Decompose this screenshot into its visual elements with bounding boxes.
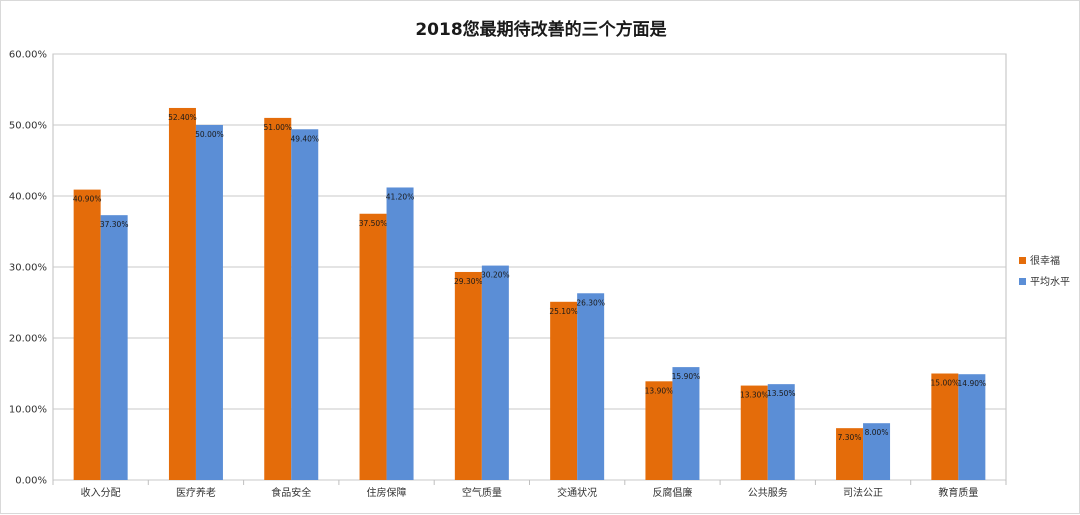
y-tick-label: 40.00% xyxy=(9,192,47,203)
x-category-label: 反腐倡廉 xyxy=(652,486,692,499)
bar-series2 xyxy=(481,265,509,480)
bar-series1 xyxy=(168,107,196,481)
data-label: 37.30% xyxy=(100,220,129,229)
y-tick-label: 0.00% xyxy=(15,476,47,487)
bar-series1 xyxy=(359,213,387,480)
bar-series2 xyxy=(291,129,319,480)
x-category-label: 教育质量 xyxy=(938,486,978,499)
bar-series1 xyxy=(931,373,959,480)
legend-entry: 很幸福 xyxy=(1030,254,1060,267)
bar-series1 xyxy=(73,189,101,481)
x-category-label: 医疗养老 xyxy=(176,486,216,499)
bar-series2 xyxy=(767,384,795,480)
data-label: 40.90% xyxy=(73,195,102,204)
x-category-label: 空气质量 xyxy=(462,486,502,499)
bar-series2 xyxy=(386,187,414,481)
x-category-label: 公共服务 xyxy=(748,486,788,499)
bar-series2 xyxy=(195,125,223,480)
data-label: 14.90% xyxy=(958,379,987,388)
data-label: 13.30% xyxy=(740,391,769,400)
bar-series1 xyxy=(836,428,864,480)
data-label: 25.10% xyxy=(549,307,578,316)
y-tick-label: 20.00% xyxy=(9,334,47,345)
bar-series1 xyxy=(454,271,482,480)
data-label: 13.90% xyxy=(645,386,674,395)
data-label: 26.30% xyxy=(576,298,605,307)
data-label: 50.00% xyxy=(195,130,224,139)
data-label: 13.50% xyxy=(767,389,796,398)
y-tick-label: 30.00% xyxy=(9,263,47,274)
data-label: 37.50% xyxy=(359,219,388,228)
data-label: 29.30% xyxy=(454,277,483,286)
y-tick-label: 60.00% xyxy=(9,50,47,61)
legend-swatch xyxy=(1019,257,1026,264)
x-category-label: 收入分配 xyxy=(81,486,121,499)
legend-entry: 平均水平 xyxy=(1030,276,1070,288)
data-label: 30.20% xyxy=(481,271,510,280)
data-label: 15.90% xyxy=(672,372,701,381)
chart-title: 2018您最期待改善的三个方面是 xyxy=(415,20,667,40)
data-label: 51.00% xyxy=(263,123,292,132)
data-label: 52.40% xyxy=(168,113,197,122)
data-label: 41.20% xyxy=(386,192,415,201)
x-category-label: 司法公正 xyxy=(843,486,883,499)
bar-series2 xyxy=(672,367,700,480)
x-category-label: 食品安全 xyxy=(271,486,311,499)
bar-series2 xyxy=(100,215,128,481)
x-category-label: 住房保障 xyxy=(367,486,407,499)
data-label: 49.40% xyxy=(290,134,319,143)
bar-series2 xyxy=(863,423,891,480)
data-label: 8.00% xyxy=(865,428,889,437)
bar-series1 xyxy=(740,385,768,480)
data-label: 15.00% xyxy=(931,379,960,388)
bar-series2 xyxy=(958,374,986,480)
bar-series1 xyxy=(550,301,578,480)
bar-series2 xyxy=(577,293,605,480)
bar-series1 xyxy=(645,381,673,480)
x-category-label: 交通状况 xyxy=(557,486,597,499)
legend-swatch xyxy=(1019,278,1026,285)
bar-series1 xyxy=(264,117,292,481)
data-label: 7.30% xyxy=(838,433,862,442)
y-tick-label: 10.00% xyxy=(9,405,47,416)
y-tick-label: 50.00% xyxy=(9,121,47,132)
